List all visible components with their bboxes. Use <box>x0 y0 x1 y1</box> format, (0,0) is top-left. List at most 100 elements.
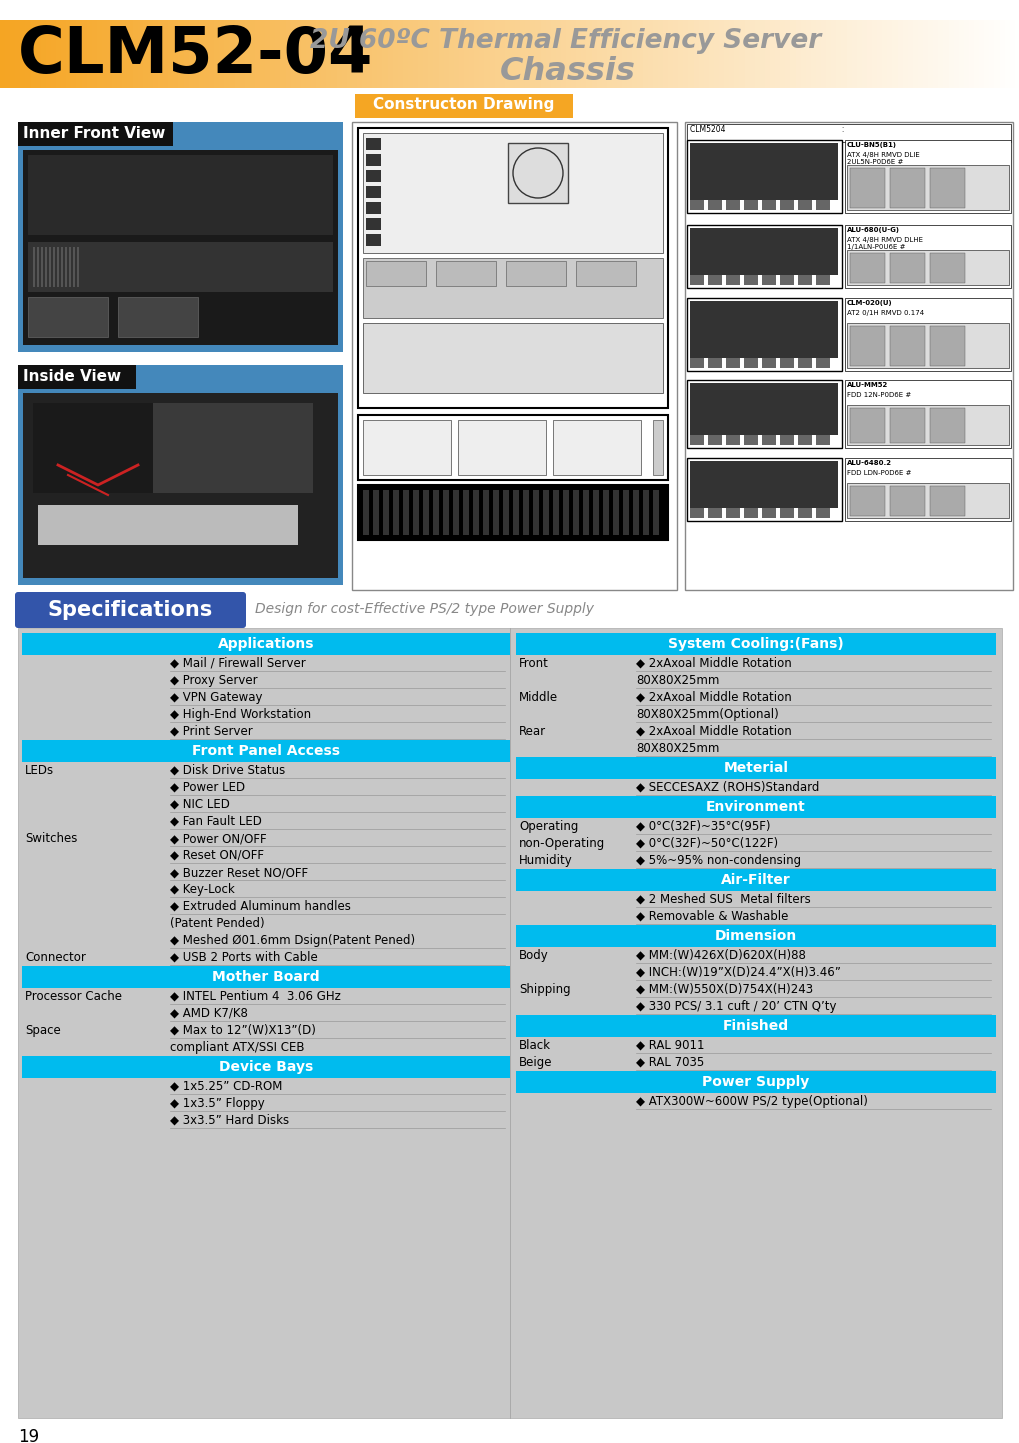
Text: 80X80X25mm: 80X80X25mm <box>636 742 718 755</box>
Bar <box>907 20 913 88</box>
Bar <box>973 20 979 88</box>
Bar <box>540 20 546 88</box>
Bar <box>723 20 730 88</box>
Bar <box>652 20 658 88</box>
Bar <box>948 20 954 88</box>
Bar <box>718 20 725 88</box>
Text: Middle: Middle <box>519 691 557 704</box>
Bar <box>689 143 838 201</box>
Bar <box>999 20 1005 88</box>
Bar <box>573 491 579 535</box>
Bar <box>849 326 884 367</box>
Text: (Patent Pended): (Patent Pended) <box>170 916 264 929</box>
Bar <box>22 965 510 988</box>
Bar <box>678 20 684 88</box>
Bar <box>890 167 924 208</box>
Bar <box>513 491 519 535</box>
Bar <box>224 20 230 88</box>
Bar <box>555 20 561 88</box>
Text: 80X80X25mm(Optional): 80X80X25mm(Optional) <box>636 709 777 722</box>
Bar <box>362 20 368 88</box>
Bar <box>729 20 735 88</box>
Bar <box>189 20 195 88</box>
Bar <box>173 20 179 88</box>
Bar <box>1009 20 1015 88</box>
Bar <box>392 20 398 88</box>
Bar <box>937 20 944 88</box>
Bar <box>355 94 573 118</box>
Bar <box>994 20 1000 88</box>
Bar <box>592 491 598 535</box>
Bar <box>601 20 607 88</box>
Bar <box>932 20 938 88</box>
Text: ◆ 2xAxoal Middle Rotation: ◆ 2xAxoal Middle Rotation <box>636 691 791 704</box>
Bar <box>780 434 793 444</box>
Bar <box>707 358 721 368</box>
Bar <box>545 20 551 88</box>
Text: ◆ Max to 12”(W)X13”(D): ◆ Max to 12”(W)X13”(D) <box>170 1025 316 1038</box>
Bar <box>153 20 159 88</box>
Bar <box>51 20 57 88</box>
Bar <box>36 20 42 88</box>
Text: Beige: Beige <box>519 1056 552 1069</box>
Text: ◆ Disk Drive Status: ◆ Disk Drive Status <box>170 763 285 776</box>
Text: Inside View: Inside View <box>23 369 121 384</box>
Bar <box>744 20 750 88</box>
Text: ALU-MM52: ALU-MM52 <box>846 382 888 388</box>
Bar <box>148 20 154 88</box>
Bar <box>459 20 465 88</box>
Bar <box>673 20 679 88</box>
Bar <box>87 20 93 88</box>
Bar <box>846 483 1008 518</box>
Bar <box>65 247 67 287</box>
FancyBboxPatch shape <box>15 592 246 628</box>
Bar <box>473 491 479 535</box>
Text: FDD LDN-P0D6E #: FDD LDN-P0D6E # <box>846 470 911 476</box>
Bar <box>474 20 480 88</box>
Bar <box>204 20 210 88</box>
Bar <box>797 358 811 368</box>
Bar <box>66 20 72 88</box>
Text: ◆ Power ON/OFF: ◆ Power ON/OFF <box>170 833 266 846</box>
Bar <box>97 20 103 88</box>
Bar <box>560 20 567 88</box>
Bar <box>929 167 964 208</box>
Bar <box>219 20 225 88</box>
Bar <box>516 925 995 947</box>
Bar <box>107 20 113 88</box>
Bar <box>408 20 414 88</box>
Bar <box>71 20 77 88</box>
Bar <box>433 491 438 535</box>
Bar <box>168 20 174 88</box>
Bar <box>458 420 545 475</box>
Bar <box>209 20 215 88</box>
Text: ◆ ATX300W~600W PS/2 type(Optional): ◆ ATX300W~600W PS/2 type(Optional) <box>636 1095 867 1108</box>
Bar <box>102 20 108 88</box>
Bar <box>358 485 667 540</box>
Bar <box>929 486 964 517</box>
Text: ◆ VPN Gateway: ◆ VPN Gateway <box>170 691 262 704</box>
Bar <box>280 20 286 88</box>
Bar <box>927 20 933 88</box>
Bar <box>596 20 602 88</box>
Bar <box>18 365 342 584</box>
Bar <box>270 20 276 88</box>
Bar <box>23 150 337 345</box>
Bar <box>163 20 169 88</box>
Bar <box>562 491 569 535</box>
Bar <box>301 20 307 88</box>
Bar <box>239 20 246 88</box>
Bar <box>693 20 699 88</box>
Bar <box>688 20 694 88</box>
Bar <box>844 225 1010 289</box>
Bar <box>464 20 470 88</box>
Text: ALU-680(U-G): ALU-680(U-G) <box>846 227 899 232</box>
Bar <box>611 20 618 88</box>
Bar <box>815 276 829 286</box>
Bar <box>708 20 714 88</box>
Text: ◆ 5%~95% non-condensing: ◆ 5%~95% non-condensing <box>636 854 800 867</box>
Bar <box>245 20 251 88</box>
Text: Device Bays: Device Bays <box>219 1061 313 1074</box>
Bar <box>53 247 55 287</box>
Bar <box>780 358 793 368</box>
